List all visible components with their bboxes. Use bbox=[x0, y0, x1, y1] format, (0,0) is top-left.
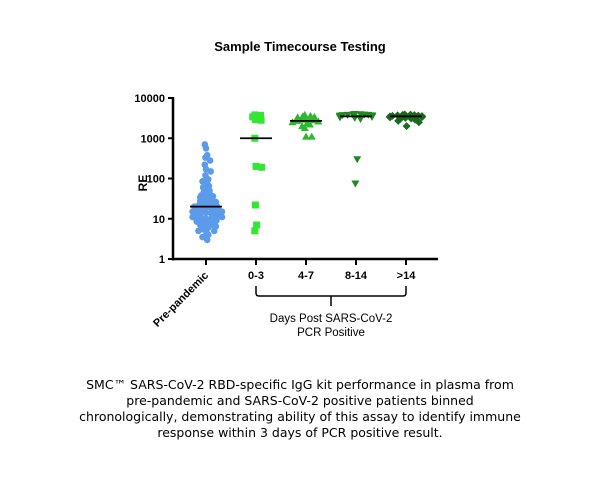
x-tick-label: >14 bbox=[397, 270, 417, 282]
data-point bbox=[414, 118, 423, 127]
data-point bbox=[205, 224, 212, 231]
data-point bbox=[368, 113, 376, 121]
data-point bbox=[302, 132, 310, 140]
caption-line: response within 3 days of PCR positive r… bbox=[157, 425, 443, 440]
data-point bbox=[195, 227, 202, 235]
group-label: Days Post SARS-CoV-2 bbox=[270, 313, 393, 325]
data-point bbox=[253, 221, 261, 229]
data-point bbox=[307, 132, 316, 140]
series-1 bbox=[240, 111, 272, 235]
x-tick-label: 4-7 bbox=[298, 270, 314, 282]
data-point bbox=[300, 123, 309, 131]
caption-line: pre-pandemic and SARS-CoV-2 positive pat… bbox=[126, 393, 474, 408]
data-point bbox=[251, 201, 259, 209]
axes: 1 10 100 1000 10000 RE Pre-pandemic 0-3 4-7 8-14 >… bbox=[134, 93, 438, 339]
x-tick-label: 8-14 bbox=[345, 270, 368, 282]
data-point bbox=[202, 145, 210, 152]
group-bracket bbox=[255, 286, 407, 306]
y-tick-label: 10000 bbox=[134, 93, 165, 105]
y-tick-label: 10 bbox=[153, 214, 165, 226]
data-point bbox=[206, 157, 214, 164]
series-2 bbox=[288, 110, 323, 140]
data-point bbox=[386, 113, 394, 122]
data-point bbox=[257, 111, 264, 119]
chart-title: Sample Timecourse Testing bbox=[214, 39, 386, 54]
data-point bbox=[189, 208, 196, 215]
scatter-chart: 1 10 100 1000 10000 RE Pre-pandemic 0-3 4-7 8-14 >… bbox=[134, 93, 438, 339]
series-4 bbox=[386, 110, 426, 131]
data-point bbox=[305, 120, 314, 128]
data-point bbox=[351, 180, 360, 188]
data-point bbox=[207, 168, 214, 175]
x-tick-label: Pre-pandemic bbox=[151, 270, 211, 330]
data-point bbox=[353, 156, 362, 164]
data-point bbox=[258, 163, 266, 171]
y-tick-label: 100 bbox=[147, 174, 165, 186]
figure-caption: SMC™ SARS-CoV-2 RBD-specific IgG kit per… bbox=[20, 377, 580, 441]
series-0 bbox=[189, 141, 226, 244]
data-point bbox=[210, 227, 218, 235]
y-axis-label: RE bbox=[136, 175, 150, 192]
data-points bbox=[189, 110, 426, 244]
y-tick-label: 1 bbox=[159, 254, 165, 266]
data-point bbox=[218, 213, 226, 221]
data-point bbox=[251, 116, 259, 124]
data-point bbox=[257, 116, 265, 124]
data-point bbox=[356, 116, 365, 124]
data-point bbox=[252, 162, 260, 170]
data-point bbox=[213, 217, 220, 224]
y-tick-label: 1000 bbox=[141, 133, 165, 145]
series-3 bbox=[336, 111, 376, 188]
data-point bbox=[394, 116, 403, 125]
caption-line: SMC™ SARS-CoV-2 RBD-specific IgG kit per… bbox=[86, 377, 514, 392]
data-point bbox=[251, 227, 259, 235]
data-point bbox=[203, 236, 211, 244]
data-point bbox=[402, 122, 411, 131]
x-tick-label: 0-3 bbox=[248, 270, 264, 282]
data-point bbox=[205, 231, 212, 239]
group-label: PCR Positive bbox=[297, 327, 365, 339]
data-point bbox=[293, 113, 302, 121]
caption-line: chronologically, demonstrating ability o… bbox=[79, 409, 521, 424]
data-point bbox=[189, 213, 196, 221]
